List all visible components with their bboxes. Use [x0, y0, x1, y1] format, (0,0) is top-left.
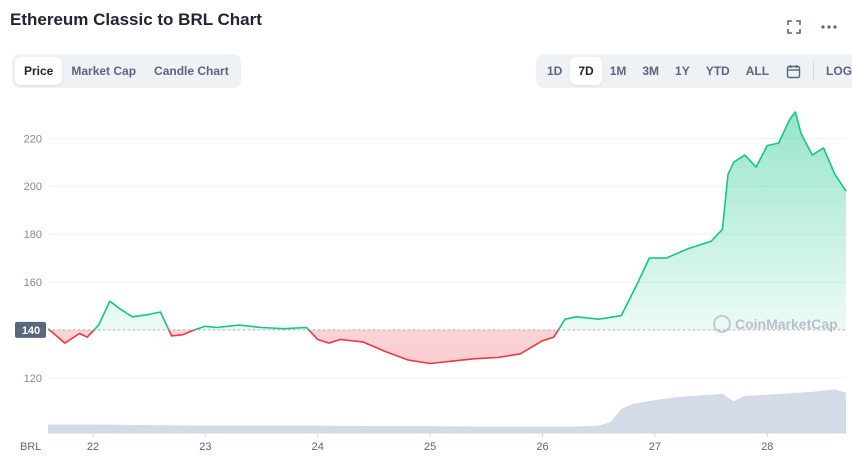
log-toggle[interactable]: LOG: [826, 64, 852, 78]
price-area-up: [48, 112, 846, 330]
expand-icon[interactable]: [781, 14, 807, 40]
watermark-logo: [713, 314, 731, 333]
x-axis-label: BRL: [20, 441, 41, 453]
x-tick-label: 22: [87, 441, 99, 453]
range-ytd[interactable]: YTD: [705, 64, 730, 78]
range-1y[interactable]: 1Y: [675, 64, 690, 78]
x-tick-label: 27: [649, 441, 661, 453]
reference-label-box: [15, 321, 46, 338]
more-dots-icon[interactable]: [816, 14, 842, 40]
watermark-text: CoinMarketCap: [735, 316, 838, 332]
tab-candle-chart[interactable]: Candle Chart: [154, 64, 229, 78]
volume-area: [48, 389, 846, 433]
view-tabs: Price Market Cap Candle Chart: [12, 54, 241, 88]
y-tick-label: 180: [24, 229, 42, 241]
range-all[interactable]: ALL: [745, 64, 770, 78]
chart-title: Ethereum Classic to BRL Chart: [10, 10, 262, 29]
tab-market-cap[interactable]: Market Cap: [71, 64, 137, 78]
x-tick-label: 26: [536, 441, 548, 453]
range-1d[interactable]: 1D: [547, 64, 563, 78]
range-selector: 1D 7D 1M 3M 1Y YTD ALL LOG: [536, 54, 852, 88]
price-line-down: [48, 329, 560, 365]
y-tick-label: 220: [24, 133, 42, 145]
x-tick-label: 25: [424, 441, 436, 453]
tab-price[interactable]: Price: [15, 57, 63, 85]
y-tick-label: 200: [24, 181, 42, 193]
y-tick-label: 160: [24, 277, 42, 289]
price-area-down: [49, 329, 559, 364]
calendar-icon[interactable]: [777, 57, 809, 85]
range-divider: [813, 62, 815, 80]
x-tick-label: 23: [199, 441, 211, 453]
reference-label: 140: [22, 325, 40, 337]
y-tick-label: 120: [24, 373, 42, 385]
price-line-up: [47, 111, 847, 330]
range-3m[interactable]: 3M: [642, 64, 660, 78]
range-1m[interactable]: 1M: [609, 64, 627, 78]
range-7d[interactable]: 7D: [570, 57, 602, 85]
x-tick-label: 28: [761, 441, 773, 453]
x-tick-label: 24: [312, 441, 324, 453]
